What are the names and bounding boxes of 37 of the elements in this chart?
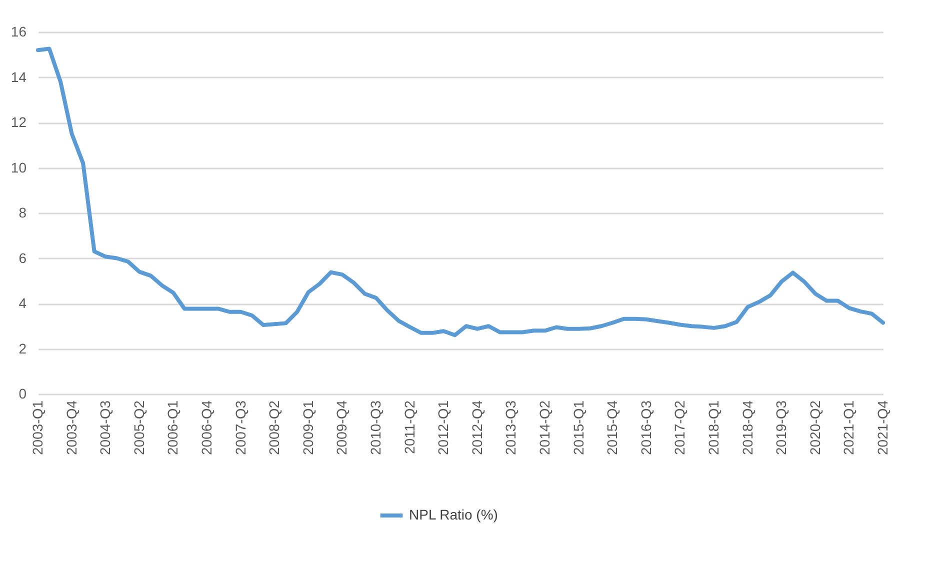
legend-label: NPL Ratio (%): [409, 506, 498, 522]
y-tick-label: 8: [18, 204, 27, 220]
x-tick-label: 2009-Q4: [334, 400, 350, 455]
x-tick-label: 2021-Q4: [874, 400, 890, 455]
y-tick-label: 10: [10, 159, 27, 176]
y-tick-label: 6: [18, 250, 27, 266]
x-tick-label: 2018-Q4: [739, 400, 756, 455]
x-tick-label: 2010-Q3: [368, 400, 384, 455]
x-tick-label: 2009-Q1: [300, 400, 316, 455]
x-tick-label: 2006-Q1: [164, 400, 181, 455]
y-tick-label: 2: [18, 340, 27, 356]
y-tick-label: 14: [10, 68, 27, 85]
y-tick-label: 4: [18, 295, 27, 311]
x-tick-label: 2018-Q1: [706, 400, 722, 455]
x-tick-label: 2015-Q4: [604, 400, 620, 455]
x-tick-label: 2004-Q3: [97, 400, 114, 455]
x-tick-label: 2019-Q3: [773, 400, 790, 455]
x-tick-label: 2007-Q3: [232, 400, 248, 455]
x-tick-label: 2017-Q2: [672, 400, 688, 455]
x-tick-label: 2014-Q2: [536, 400, 552, 455]
x-tick-label: 2011-Q2: [401, 400, 418, 454]
x-tick-label: 2012-Q1: [435, 400, 452, 455]
y-tick-label: 12: [10, 114, 27, 130]
x-tick-label: 2013-Q3: [502, 400, 519, 455]
y-tick-label: 16: [10, 24, 27, 40]
x-tick-label: 2003-Q4: [63, 400, 80, 455]
x-tick-label: 2016-Q3: [638, 400, 654, 455]
x-tick-label: 2012-Q4: [468, 400, 485, 455]
line-series: [36, 46, 885, 338]
x-tick-label: 2008-Q2: [266, 400, 282, 455]
x-tick-label: 2005-Q2: [130, 400, 147, 455]
x-tick-label: 2003-Q1: [30, 400, 46, 455]
y-tick-label: 0: [18, 386, 27, 402]
x-tick-label: 2015-Q1: [570, 400, 586, 455]
x-tick-label: 2021-Q1: [840, 400, 857, 455]
x-tick-label: 2006-Q4: [198, 400, 214, 455]
x-tick-label: 2020-Q2: [806, 400, 823, 455]
